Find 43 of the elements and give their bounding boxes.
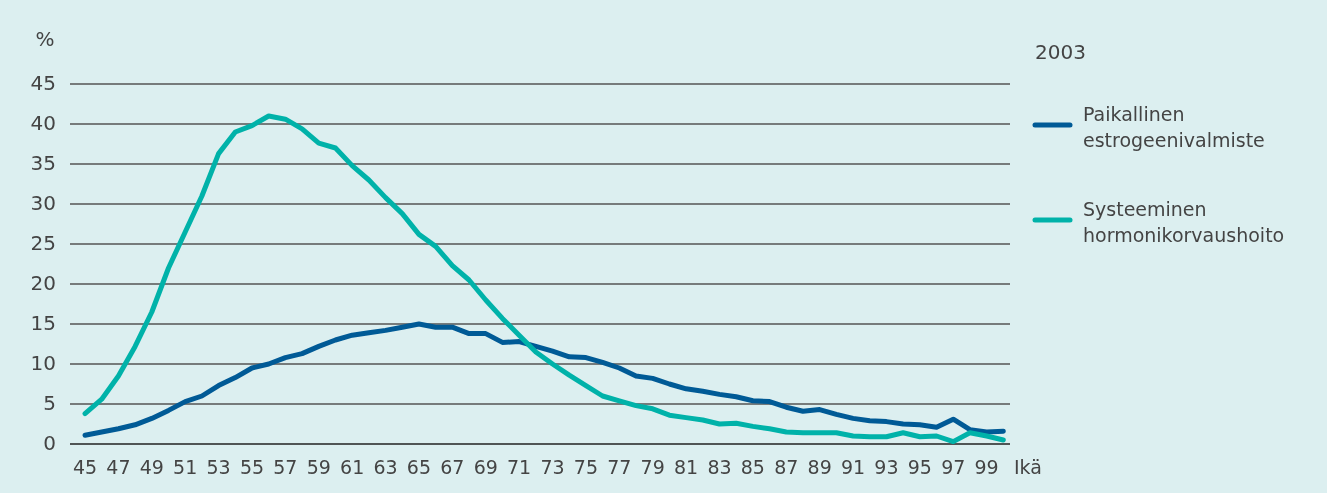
y-tick-label: 20	[30, 270, 56, 295]
legend-label: Paikallinen estrogeenivalmiste	[1083, 103, 1265, 151]
x-tick-label: 79	[640, 455, 665, 478]
x-tick-label: 83	[707, 455, 732, 478]
x-tick-label: 53	[206, 455, 231, 478]
x-tick-label: 75	[573, 455, 599, 478]
y-tick-label: 10	[30, 350, 56, 375]
x-tick-label: 71	[507, 455, 532, 478]
x-tick-label: 59	[306, 455, 331, 478]
y-axis-title: %	[35, 26, 55, 51]
x-tick-label: 49	[139, 455, 164, 478]
x-tick-label: 65	[406, 455, 432, 478]
y-tick-label: 40	[30, 110, 56, 135]
legend-label: Systeeminen hormonikorvaushoito	[1083, 198, 1285, 246]
x-tick-label: 51	[173, 455, 198, 478]
x-tick-label: 99	[974, 455, 999, 478]
x-tick-label: 55	[239, 455, 265, 478]
x-tick-label: 69	[473, 455, 498, 478]
y-tick-label: 0	[43, 430, 56, 455]
x-tick-label: 61	[340, 455, 365, 478]
x-tick-label: 91	[840, 455, 866, 478]
x-tick-label: 57	[273, 455, 298, 478]
y-tick-label: 35	[30, 150, 56, 175]
x-tick-label: 93	[874, 455, 899, 478]
x-tick-label: 85	[740, 455, 765, 478]
x-tick-label: 47	[106, 455, 131, 478]
x-tick-label: 81	[674, 455, 699, 478]
x-tick-label: 97	[941, 455, 966, 478]
x-tick-label: 45	[72, 455, 98, 478]
y-tick-label: 5	[43, 390, 56, 415]
x-axis-title: Ikä	[1014, 455, 1042, 478]
x-tick-label: 73	[540, 455, 565, 478]
x-tick-label: 77	[607, 455, 632, 478]
y-tick-label: 25	[30, 230, 56, 255]
y-tick-label: 15	[30, 310, 56, 335]
x-tick-label: 87	[774, 455, 799, 478]
x-tick-label: 67	[440, 455, 465, 478]
x-tick-label: 63	[373, 455, 398, 478]
y-tick-label: 30	[30, 190, 56, 215]
legend-title: 2003	[1035, 39, 1086, 64]
x-tick-label: 95	[907, 455, 932, 478]
x-tick-label: 89	[807, 455, 832, 478]
y-tick-label: 45	[30, 70, 56, 95]
